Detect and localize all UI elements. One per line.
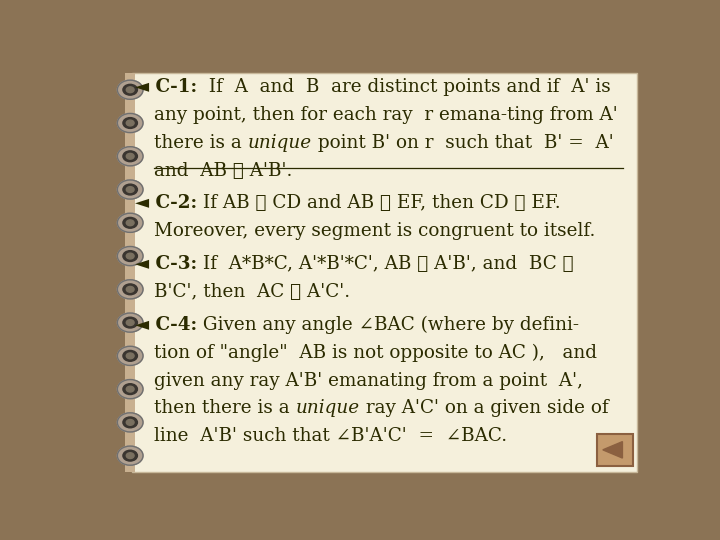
Text: ◄ C-1:: ◄ C-1: xyxy=(135,78,197,96)
Text: and  AB ≅ A'B'.: and AB ≅ A'B'. xyxy=(154,161,292,180)
Circle shape xyxy=(126,320,134,326)
Text: ◄ C-3:: ◄ C-3: xyxy=(135,255,197,273)
Circle shape xyxy=(126,153,134,159)
Circle shape xyxy=(126,253,134,259)
Circle shape xyxy=(117,213,143,232)
FancyBboxPatch shape xyxy=(132,73,637,472)
Text: unique: unique xyxy=(248,134,312,152)
Circle shape xyxy=(117,147,143,166)
Circle shape xyxy=(123,151,138,161)
Text: If  A*B*C, A'*B'*C', AB ≅ A'B', and  BC ≅: If A*B*C, A'*B'*C', AB ≅ A'B', and BC ≅ xyxy=(197,255,574,273)
Circle shape xyxy=(117,180,143,199)
Text: point B' on r  such that  B' =  A': point B' on r such that B' = A' xyxy=(312,134,613,152)
Circle shape xyxy=(123,184,138,195)
Text: unique: unique xyxy=(296,400,360,417)
Text: line  A'B' such that ∠B'A'C'  =  ∠BAC.: line A'B' such that ∠B'A'C' = ∠BAC. xyxy=(154,427,508,446)
Text: any point, then for each ray  r emana-ting from A': any point, then for each ray r emana-tin… xyxy=(154,106,618,124)
Circle shape xyxy=(123,84,138,95)
Circle shape xyxy=(117,446,143,465)
Circle shape xyxy=(123,317,138,328)
Text: ◄ C-2:: ◄ C-2: xyxy=(135,194,197,212)
Text: If AB ≅ CD and AB ≅ EF, then CD ≅ EF.: If AB ≅ CD and AB ≅ EF, then CD ≅ EF. xyxy=(197,194,560,212)
Circle shape xyxy=(117,313,143,332)
Circle shape xyxy=(123,118,138,129)
Text: Moreover, every segment is congruent to itself.: Moreover, every segment is congruent to … xyxy=(154,222,595,240)
Circle shape xyxy=(126,120,134,126)
Text: ray A'C' on a given side of: ray A'C' on a given side of xyxy=(360,400,608,417)
Circle shape xyxy=(126,386,134,392)
Circle shape xyxy=(117,346,143,366)
Circle shape xyxy=(117,280,143,299)
Circle shape xyxy=(123,350,138,361)
Bar xyxy=(125,73,135,472)
Text: If  A  and  B  are distinct points and if  A' is: If A and B are distinct points and if A'… xyxy=(197,78,611,96)
Circle shape xyxy=(126,286,134,292)
Text: B'C', then  AC ≅ A'C'.: B'C', then AC ≅ A'C'. xyxy=(154,283,351,301)
Circle shape xyxy=(123,450,138,461)
Circle shape xyxy=(126,353,134,359)
Text: Given any angle ∠BAC (where by defini-: Given any angle ∠BAC (where by defini- xyxy=(197,315,579,334)
Text: ◄ C-4:: ◄ C-4: xyxy=(135,316,197,334)
Circle shape xyxy=(126,453,134,458)
Circle shape xyxy=(126,87,134,93)
Text: tion of "angle"  AB is not opposite to AC ),   and: tion of "angle" AB is not opposite to AC… xyxy=(154,343,597,362)
Circle shape xyxy=(117,246,143,266)
Circle shape xyxy=(117,413,143,432)
Circle shape xyxy=(123,284,138,295)
Circle shape xyxy=(126,187,134,192)
Text: there is a: there is a xyxy=(154,134,248,152)
Circle shape xyxy=(117,113,143,133)
Circle shape xyxy=(117,80,143,99)
Circle shape xyxy=(117,380,143,399)
Circle shape xyxy=(123,417,138,428)
Circle shape xyxy=(123,384,138,395)
Circle shape xyxy=(123,251,138,261)
Circle shape xyxy=(123,218,138,228)
FancyBboxPatch shape xyxy=(597,434,633,466)
Polygon shape xyxy=(603,442,623,458)
Circle shape xyxy=(126,220,134,226)
Circle shape xyxy=(126,420,134,426)
Text: then there is a: then there is a xyxy=(154,400,296,417)
Text: given any ray A'B' emanating from a point  A',: given any ray A'B' emanating from a poin… xyxy=(154,372,583,389)
